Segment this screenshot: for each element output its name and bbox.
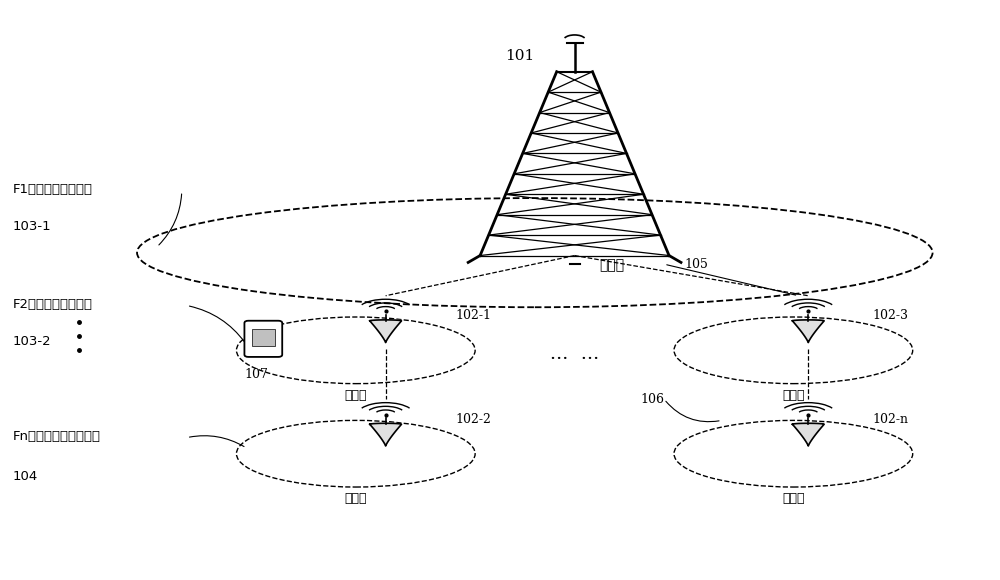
Text: 小小区: 小小区 <box>782 389 805 402</box>
Text: 102-3: 102-3 <box>873 309 909 322</box>
FancyBboxPatch shape <box>244 321 282 357</box>
Polygon shape <box>370 320 402 343</box>
Text: 小小区: 小小区 <box>782 492 805 505</box>
Text: 107: 107 <box>244 368 268 380</box>
Text: 102-1: 102-1 <box>455 309 491 322</box>
Text: 106: 106 <box>640 393 664 405</box>
Polygon shape <box>792 423 824 446</box>
Text: Fn：非授权频段载波层: Fn：非授权频段载波层 <box>13 430 101 443</box>
Text: 104: 104 <box>13 470 38 483</box>
Text: F2：授权频段载波层: F2：授权频段载波层 <box>13 298 93 311</box>
Text: 小小区: 小小区 <box>345 492 367 505</box>
Text: 101: 101 <box>506 49 535 63</box>
Text: 宏小区: 宏小区 <box>599 259 625 273</box>
Text: 103-2: 103-2 <box>13 335 51 348</box>
Bar <box>252 328 275 346</box>
Polygon shape <box>370 423 402 446</box>
Text: 102-n: 102-n <box>873 413 909 426</box>
Text: 105: 105 <box>684 258 708 271</box>
Text: 小小区: 小小区 <box>345 389 367 402</box>
Text: ···  ···: ··· ··· <box>550 350 599 368</box>
Text: 102-2: 102-2 <box>455 413 491 426</box>
Polygon shape <box>792 320 824 343</box>
Text: 103-1: 103-1 <box>13 220 51 233</box>
Text: F1：授权频段载波层: F1：授权频段载波层 <box>13 183 93 196</box>
